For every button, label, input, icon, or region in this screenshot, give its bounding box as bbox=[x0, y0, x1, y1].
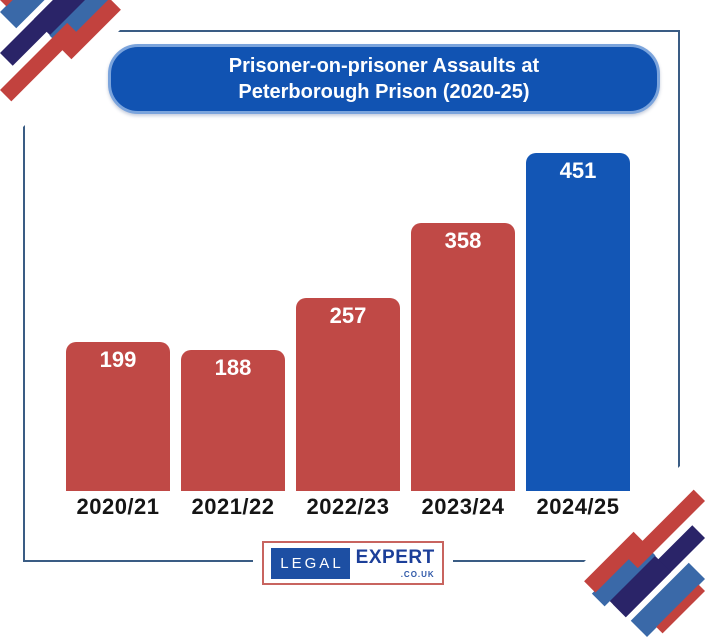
bar-chart-plot-area: 199 2020/21 188 2021/22 257 2022/23 358 2023/24… bbox=[66, 153, 630, 519]
logo-legal-text: LEGAL bbox=[271, 547, 350, 579]
bar-2023/24: 358 bbox=[411, 223, 515, 491]
x-axis-label-2023/24: 2023/24 bbox=[421, 494, 505, 519]
chart-title-line1: Prisoner-on-prisoner Assaults at bbox=[228, 55, 540, 77]
chart-title-line2: Peterborough Prison (2020-25) bbox=[238, 81, 530, 103]
stripe-red-corner bbox=[656, 584, 705, 634]
logo-right-column: EXPERT .CO.UK bbox=[356, 547, 435, 579]
bar-2020/21: 199 bbox=[66, 342, 170, 491]
logo-border-box: LEGAL EXPERT .CO.UK bbox=[262, 541, 444, 585]
x-axis-label-2021/22: 2021/22 bbox=[191, 494, 275, 519]
bar-2024/25: 451 bbox=[526, 153, 630, 491]
bar-2022/23: 257 bbox=[296, 298, 400, 491]
x-axis-label-2020/21: 2020/21 bbox=[76, 494, 160, 519]
chart-title: Prisoner-on-prisoner Assaults at Peterbo… bbox=[108, 44, 660, 114]
logo-expert-text: EXPERT bbox=[355, 547, 435, 568]
logo-domain-text: .CO.UK bbox=[400, 570, 435, 579]
x-axis-label-2022/23: 2022/23 bbox=[306, 494, 390, 519]
bar-value-label: 199 bbox=[99, 347, 137, 372]
bar-value-label: 257 bbox=[329, 303, 367, 328]
bar-value-label: 188 bbox=[214, 355, 252, 380]
bar-value-label: 358 bbox=[444, 228, 482, 253]
x-axis-label-2024/25: 2024/25 bbox=[536, 494, 620, 519]
bar-2021/22: 188 bbox=[181, 350, 285, 491]
legal-expert-logo: LEGAL EXPERT .CO.UK bbox=[253, 536, 453, 590]
bar-value-label: 451 bbox=[559, 158, 597, 183]
